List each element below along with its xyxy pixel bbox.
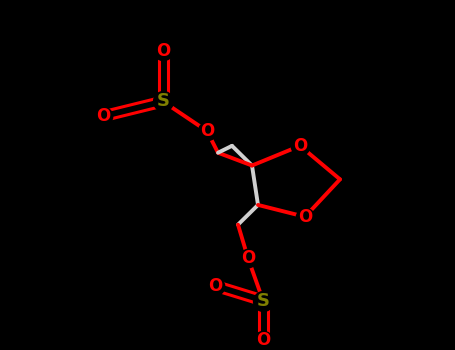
Text: O: O bbox=[256, 331, 270, 349]
Text: O: O bbox=[200, 122, 214, 140]
Text: O: O bbox=[298, 208, 312, 226]
Text: O: O bbox=[208, 277, 222, 295]
Text: O: O bbox=[293, 137, 307, 155]
Text: O: O bbox=[156, 42, 170, 60]
Text: O: O bbox=[96, 107, 110, 125]
Text: O: O bbox=[241, 249, 255, 267]
Text: S: S bbox=[257, 292, 269, 309]
Text: S: S bbox=[157, 92, 170, 111]
